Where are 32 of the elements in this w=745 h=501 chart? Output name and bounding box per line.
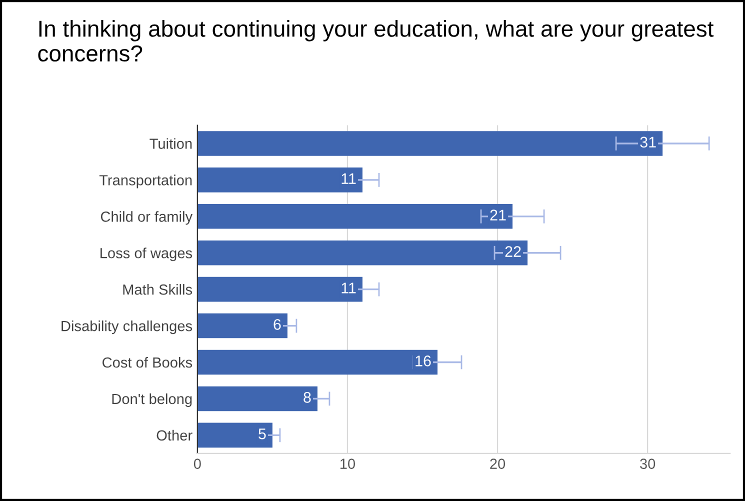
y-tick-label: Don't belong <box>112 393 192 408</box>
chart-title: In thinking about continuing your education, what are your greatest concerns? <box>38 20 714 62</box>
bar <box>197 276 362 302</box>
bar <box>197 386 318 412</box>
data-label: 6 <box>274 319 281 330</box>
bar <box>197 204 513 229</box>
data-label: 16 <box>416 356 431 366</box>
bar <box>197 168 362 192</box>
data-label: 11 <box>342 282 356 294</box>
bar <box>197 240 528 266</box>
y-tick-label: Cost of Books <box>102 356 192 368</box>
x-tick-label: 20 <box>490 458 506 469</box>
y-tick-label: Transportation <box>99 174 192 188</box>
x-tick-label: 0 <box>194 458 201 469</box>
bar <box>197 350 438 375</box>
bar <box>197 131 663 156</box>
y-tick-label: Tuition <box>150 138 192 149</box>
y-tick-label: Other <box>156 430 192 441</box>
bar <box>197 313 288 338</box>
y-tick-label: Math Skills <box>123 284 192 295</box>
y-tick-label: Child or family <box>100 211 193 225</box>
x-tick-label: 30 <box>640 458 656 469</box>
data-label: 22 <box>505 246 521 257</box>
y-tick-label: Loss of wages <box>100 248 192 262</box>
y-tick-label: Disability challenges <box>62 320 192 334</box>
data-label: 5 <box>258 428 266 440</box>
x-tick-label: 10 <box>340 458 356 469</box>
data-label: 11 <box>342 173 356 184</box>
bar <box>197 422 272 448</box>
data-label: 31 <box>640 136 656 148</box>
data-label: 21 <box>490 210 506 220</box>
data-label: 8 <box>304 392 311 403</box>
